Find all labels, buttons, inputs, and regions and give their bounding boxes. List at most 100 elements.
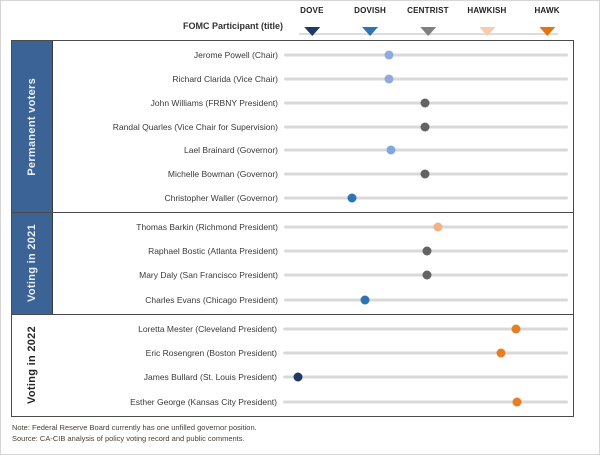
participant-name: Charles Evans (Chicago President) <box>145 294 278 305</box>
stance-dot <box>511 324 521 334</box>
stance-dot <box>433 222 443 232</box>
triangle-down-icon <box>362 27 379 36</box>
source-line: Source: CA-CIB analysis of policy voting… <box>12 433 245 443</box>
stance-dot <box>360 295 370 305</box>
participant-row: Mary Daly (San Francisco President) <box>53 263 573 287</box>
triangle-down-icon <box>303 27 320 36</box>
stance-track-line <box>283 400 568 404</box>
triangle-down-icon <box>419 27 436 36</box>
stance-track <box>284 186 568 210</box>
stance-dot <box>422 246 432 256</box>
section-label: Voting in 2022 <box>26 326 38 405</box>
scale-label: DOVISH <box>354 6 386 15</box>
scale-label: HAWKISH <box>467 6 507 15</box>
scale-label: CENTRIST <box>407 6 449 15</box>
participant-name: Jerome Powell (Chair) <box>193 49 278 60</box>
participant-name: Mary Daly (San Francisco President) <box>139 270 278 281</box>
participant-row: Loretta Mester (Cleveland President) <box>52 317 573 341</box>
hawk-dove-scale: DOVE DOVISH CENTRIST HAWKISH HAWK <box>288 0 569 40</box>
stance-track <box>284 239 568 263</box>
scale-marker-hawkish: HAWKISH <box>467 6 506 36</box>
participant-name: Loretta Mester (Cleveland President) <box>138 323 277 334</box>
participant-row: Michelle Bowman (Governor) <box>53 162 573 186</box>
participant-name: Richard Clarida (Vice Chair) <box>172 73 278 84</box>
participant-name: Michelle Bowman (Governor) <box>167 169 278 180</box>
stance-dot <box>420 98 430 108</box>
participant-name: Randal Quarles (Vice Chair for Supervisi… <box>112 121 278 132</box>
participant-row: Esther George (Kansas City President) <box>52 390 573 414</box>
stance-track <box>283 317 568 341</box>
stance-track-line <box>284 225 568 229</box>
stance-track-line <box>284 53 568 57</box>
stance-track <box>284 287 568 311</box>
stance-track <box>284 67 568 91</box>
stance-track-line <box>284 148 568 152</box>
participant-row: John Williams (FRBNY President) <box>53 91 573 115</box>
stance-dot <box>293 372 303 382</box>
stance-dot <box>420 169 430 179</box>
stance-track-line <box>284 298 568 302</box>
scale-marker-hawk: HAWK <box>534 6 560 36</box>
participant-name: Eric Rosengren (Boston President) <box>145 348 277 359</box>
stance-dot <box>420 122 430 132</box>
section-voting-in-2021: Voting in 2021 Thomas Barkin (Richmond Pr… <box>12 213 573 315</box>
participant-row: James Bullard (St. Louis President) <box>52 365 573 389</box>
section-rows: Thomas Barkin (Richmond President) Raphae… <box>53 213 573 313</box>
stance-dot <box>512 397 522 407</box>
stance-track <box>284 263 568 287</box>
scale-label: DOVE <box>300 6 324 15</box>
triangle-down-icon <box>539 27 556 36</box>
triangle-down-icon <box>478 27 495 36</box>
stance-track <box>284 139 568 163</box>
stance-track <box>284 215 568 239</box>
participant-name: Lael Brainard (Governor) <box>183 145 278 156</box>
stance-track <box>284 162 568 186</box>
scale-label: HAWK <box>534 6 560 15</box>
section-label: Permanent voters <box>26 77 38 176</box>
stance-track <box>284 115 568 139</box>
stance-track <box>283 390 568 414</box>
section-rows: Jerome Powell (Chair) Richard Clarida (Vi… <box>53 41 573 212</box>
stance-track-line <box>283 327 568 331</box>
stance-track <box>283 341 568 365</box>
participant-name: Raphael Bostic (Atlanta President) <box>148 246 278 257</box>
participant-row: Charles Evans (Chicago President) <box>53 287 573 311</box>
participant-column-header: FOMC Participant (title) <box>182 21 283 31</box>
stance-track-line <box>283 375 568 379</box>
footnotes: Note: Federal Reserve Board currently ha… <box>12 423 257 445</box>
stance-dot <box>384 50 394 60</box>
scale-marker-dove: DOVE <box>300 6 323 36</box>
stance-dot <box>496 348 506 358</box>
section-sidebar: Voting in 2022 <box>12 314 52 416</box>
participant-row: Randal Quarles (Vice Chair for Supervisi… <box>53 115 573 139</box>
participant-name: Christopher Waller (Governor) <box>164 193 278 204</box>
stance-track-line <box>283 351 568 355</box>
stance-dot <box>386 145 396 155</box>
participant-row: Thomas Barkin (Richmond President) <box>53 215 573 239</box>
chart-box: Permanent voters Jerome Powell (Chair) Ric… <box>11 40 574 417</box>
section-label: Voting in 2021 <box>26 224 38 303</box>
stance-dot <box>347 193 357 203</box>
stance-dot <box>422 270 432 280</box>
participant-row: Richard Clarida (Vice Chair) <box>53 67 573 91</box>
participant-row: Eric Rosengren (Boston President) <box>52 341 573 365</box>
stance-track <box>283 365 568 389</box>
participant-name: John Williams (FRBNY President) <box>150 97 278 108</box>
participant-row: Raphael Bostic (Atlanta President) <box>53 239 573 263</box>
participant-name: Esther George (Kansas City President) <box>130 396 277 407</box>
stance-dot <box>384 74 394 84</box>
note-line: Note: Federal Reserve Board currently ha… <box>12 423 257 432</box>
scale-marker-dovish: DOVISH <box>354 6 386 36</box>
participant-row: Jerome Powell (Chair) <box>53 43 573 67</box>
stance-track <box>284 91 568 115</box>
stance-track-line <box>284 196 568 200</box>
participant-row: Christopher Waller (Governor) <box>53 186 573 210</box>
stance-track <box>284 43 568 67</box>
section-rows: Loretta Mester (Cleveland President) Eric… <box>52 315 573 416</box>
participant-name: James Bullard (St. Louis President) <box>143 372 277 383</box>
section-voting-in-2022: Voting in 2022 Loretta Mester (Cleveland … <box>12 314 573 416</box>
scale-marker-centrist: CENTRIST <box>407 6 449 36</box>
section-sidebar: Voting in 2021 <box>12 213 53 314</box>
section-permanent-voters: Permanent voters Jerome Powell (Chair) Ric… <box>12 41 573 214</box>
